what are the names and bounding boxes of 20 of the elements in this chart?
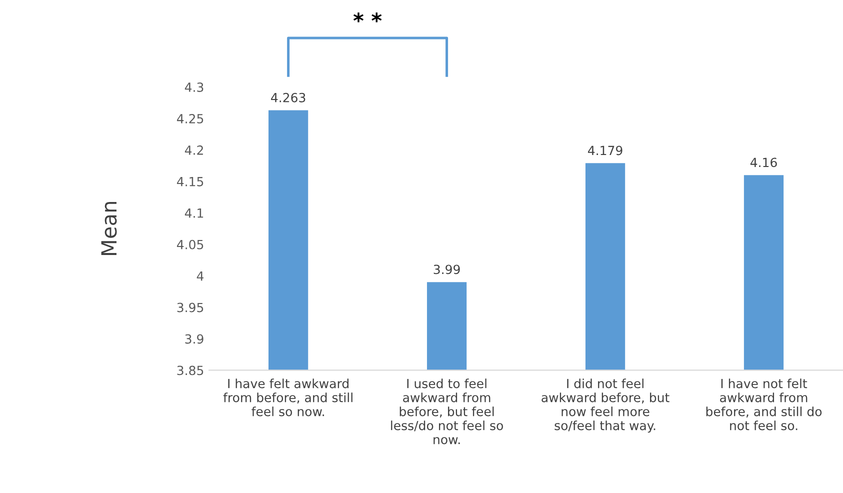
y-tick-label: 4.2 (184, 145, 203, 155)
data-label: 4.179 (588, 146, 622, 156)
y-tick-label: 3.85 (177, 366, 204, 376)
x-tick-label: I have not felt awkward from before, and still do not feel so. (706, 378, 822, 430)
y-tick-label: 4.1 (184, 208, 204, 218)
x-tick-label: I used to feel awkward from before, but feel less/do not feel so now. (391, 378, 503, 444)
data-label: 3.99 (434, 264, 460, 274)
x-tick-label: I have felt awkward from before, and still feel so now. (223, 378, 352, 416)
data-label: 4.263 (271, 92, 306, 102)
y-tick-label: 3.9 (185, 334, 204, 344)
y-tick-label: 3.95 (177, 302, 204, 312)
x-tick-label: I did not feel awkward before, but now feel more so/feel that way. (542, 378, 670, 433)
y-tick-label: 4.15 (176, 177, 204, 186)
y-tick-label: 4.25 (176, 114, 204, 124)
y-tick-label: 4 (196, 271, 204, 281)
data-label: 4.16 (750, 158, 777, 168)
y-axis-title: Mean (101, 202, 117, 255)
y-tick-label: 4.3 (184, 82, 204, 92)
y-tick-label: 4.05 (176, 240, 204, 250)
text: * * (353, 12, 382, 22)
